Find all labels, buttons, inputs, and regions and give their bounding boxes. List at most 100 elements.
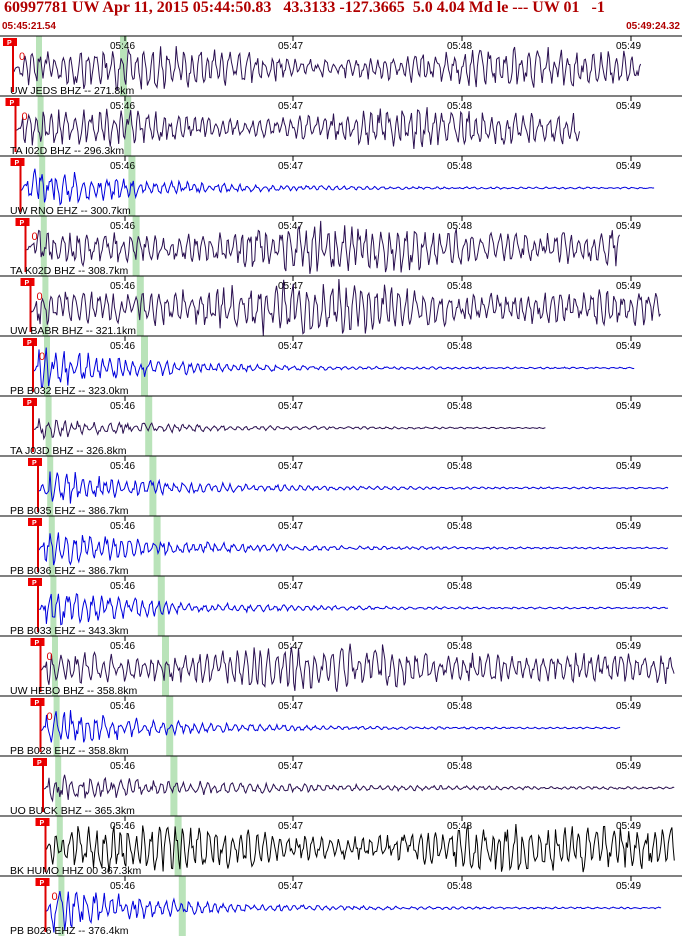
- waveform: [32, 418, 546, 441]
- window-band: [170, 756, 178, 816]
- time-tick-label: 05:48: [447, 41, 472, 52]
- time-tick-label: 05:47: [278, 701, 303, 712]
- time-tick-label: 05:48: [447, 641, 472, 652]
- pick-label: 0: [37, 291, 43, 303]
- p-pick-tag-letter: P: [37, 760, 42, 767]
- trace-panel: 05:46 05:47 05:48 05:49 P0 PB B032 EHZ -- 323…: [0, 335, 682, 397]
- station-label: PB B032 EHZ -- 323.0km: [10, 385, 129, 397]
- time-tick-label: 05:46: [110, 401, 135, 412]
- p-pick-tag-letter: P: [7, 40, 12, 47]
- time-tick-label: 05:47: [278, 161, 303, 172]
- time-tick-label: 05:47: [278, 881, 303, 892]
- trace-panel: 05:46 05:47 05:48 05:49 P0 UW JEDS BHZ -- 271…: [0, 35, 682, 97]
- station-label: TA I02D BHZ -- 296.3km: [10, 145, 124, 157]
- pick-label: 0: [47, 711, 53, 723]
- window-band: [166, 696, 174, 756]
- window-band: [53, 696, 60, 756]
- trace-panel: 05:46 05:47 05:48 05:49 P PB B033 EHZ -- 343.…: [0, 575, 682, 637]
- time-tick-label: 05:48: [447, 161, 472, 172]
- time-tick-label: 05:47: [278, 401, 303, 412]
- window-band: [39, 156, 46, 216]
- time-tick-label: 05:49: [616, 101, 641, 112]
- time-tick-label: 05:47: [278, 581, 303, 592]
- time-tick-label: 05:46: [110, 641, 135, 652]
- trace-panel: 05:46 05:47 05:48 05:49 P UW RNO EHZ -- 300.7…: [0, 155, 682, 217]
- time-tick-label: 05:48: [447, 221, 472, 232]
- p-pick-tag-letter: P: [10, 100, 15, 107]
- waveform: [25, 220, 620, 274]
- p-pick-tag-letter: P: [32, 520, 37, 527]
- pick-label: 0: [52, 891, 58, 903]
- time-tick-label: 05:46: [110, 461, 135, 472]
- pick-label: 0: [47, 651, 53, 663]
- time-tick-label: 05:49: [616, 641, 641, 652]
- time-tick-label: 05:46: [110, 761, 135, 772]
- time-tick-label: 05:49: [616, 701, 641, 712]
- trace-panel: 05:46 05:47 05:48 05:49 P PB B035 EHZ -- 386.…: [0, 455, 682, 517]
- p-pick-tag: [35, 818, 50, 826]
- p-pick-tag: [10, 158, 25, 166]
- waveform: [37, 471, 669, 504]
- waveform: [45, 890, 662, 933]
- pick-label: 0: [19, 51, 25, 63]
- pick-label: 0: [32, 231, 38, 243]
- window-band: [124, 96, 132, 156]
- p-pick-tag-letter: P: [25, 280, 30, 287]
- p-pick-tag: [28, 578, 42, 586]
- p-pick-tag: [20, 278, 35, 286]
- time-tick-label: 05:47: [278, 521, 303, 532]
- time-tick-label: 05:46: [110, 221, 135, 232]
- start-time: 05:45:21.54: [2, 21, 56, 32]
- station-label: PB B033 EHZ -- 343.3km: [10, 625, 129, 637]
- waveform: [42, 774, 675, 803]
- station-label: PB B036 EHZ -- 386.7km: [10, 565, 129, 577]
- time-tick-label: 05:46: [110, 581, 135, 592]
- time-tick-label: 05:46: [110, 281, 135, 292]
- time-tick-label: 05:48: [447, 701, 472, 712]
- time-tick-label: 05:47: [278, 761, 303, 772]
- window-band: [40, 216, 47, 276]
- p-pick-tag: [35, 878, 50, 886]
- time-tick-label: 05:48: [447, 461, 472, 472]
- trace-panel: 05:46 05:47 05:48 05:49 P0 TA I02D BHZ -- 296…: [0, 95, 682, 157]
- time-tick-label: 05:46: [110, 341, 135, 352]
- waveform: [40, 643, 675, 692]
- waveform: [32, 347, 635, 388]
- time-tick-label: 05:46: [110, 41, 135, 52]
- trace-panel: 05:46 05:47 05:48 05:49 P0 PB B028 EHZ -- 358…: [0, 695, 682, 757]
- time-tick-label: 05:46: [110, 701, 135, 712]
- trace-panel: 05:46 05:47 05:48 05:49 P PB B036 EHZ -- 386.…: [0, 515, 682, 577]
- time-tick-label: 05:48: [447, 581, 472, 592]
- time-tick-label: 05:47: [278, 461, 303, 472]
- window-band: [55, 756, 62, 816]
- time-tick-label: 05:49: [616, 341, 641, 352]
- time-tick-label: 05:49: [616, 761, 641, 772]
- p-pick-tag: [5, 98, 20, 106]
- time-tick-label: 05:48: [447, 341, 472, 352]
- window-band: [149, 456, 157, 516]
- time-tick-label: 05:46: [110, 521, 135, 532]
- station-label: UW BABR BHZ -- 321.1km: [10, 325, 136, 337]
- time-tick-label: 05:49: [616, 281, 641, 292]
- window-band: [52, 636, 58, 696]
- p-pick-tag: [28, 518, 42, 526]
- time-tick-label: 05:49: [616, 41, 641, 52]
- station-label: PB B035 EHZ -- 386.7km: [10, 505, 129, 517]
- p-pick-tag-letter: P: [32, 580, 37, 587]
- time-tick-label: 05:49: [616, 881, 641, 892]
- station-label: UW JEDS BHZ -- 271.8km: [10, 85, 135, 97]
- waveform: [15, 107, 580, 150]
- p-pick-tag: [23, 398, 37, 406]
- p-pick-tag: [30, 698, 45, 706]
- trace-panel: 05:46 05:47 05:48 05:49 P0 PB B026 EHZ -- 376…: [0, 875, 682, 937]
- time-tick-label: 05:47: [278, 221, 303, 232]
- waveform: [37, 592, 669, 626]
- time-tick-label: 05:49: [616, 581, 641, 592]
- p-pick-tag-letter: P: [27, 340, 32, 347]
- waveform: [20, 168, 655, 206]
- trace-panel: 05:46 05:47 05:48 05:49 P TA J03D BHZ -- 326.…: [0, 395, 682, 457]
- waveform: [40, 710, 621, 743]
- trace-panel: 05:46 05:47 05:48 05:49 P0 UW BABR BHZ -- 321…: [0, 275, 682, 337]
- p-pick-tag-letter: P: [35, 700, 40, 707]
